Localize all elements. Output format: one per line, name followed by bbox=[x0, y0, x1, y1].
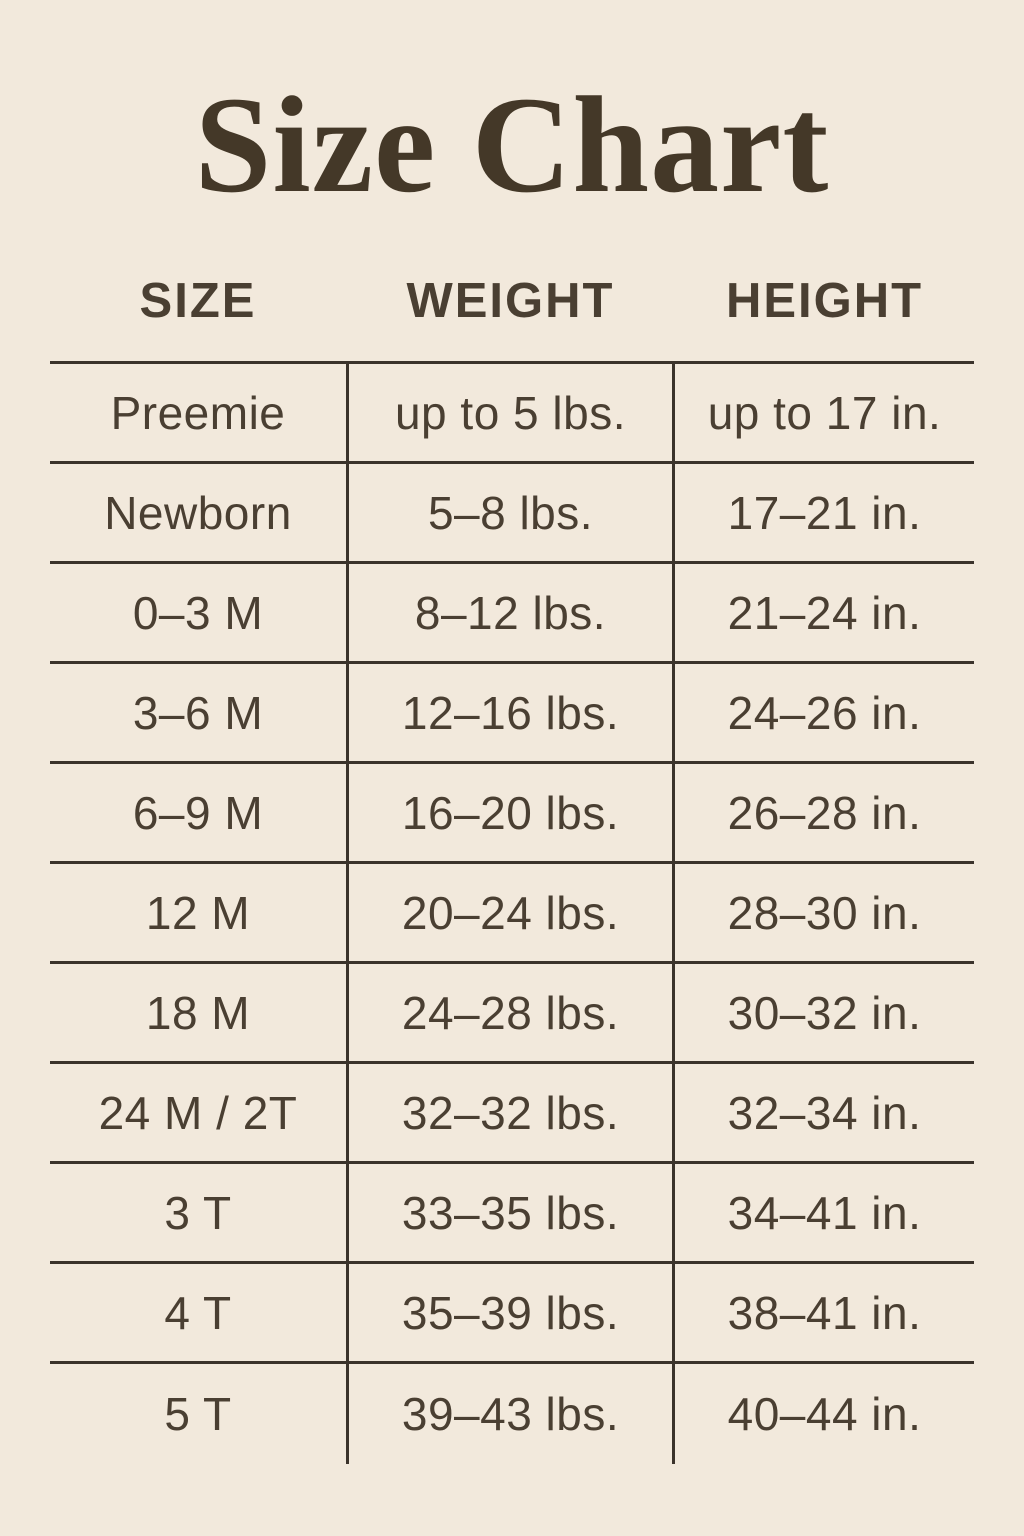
cell-height: 17–21 in. bbox=[727, 486, 922, 539]
cell-weight: 12–16 lbs. bbox=[346, 664, 675, 761]
column-header-weight: WEIGHT bbox=[406, 273, 615, 328]
table-header-row: SIZE WEIGHT HEIGHT bbox=[50, 240, 974, 364]
table-row: Preemie up to 5 lbs. up to 17 in. bbox=[50, 364, 974, 464]
cell-height: 21–24 in. bbox=[727, 586, 922, 639]
size-chart-table: SIZE WEIGHT HEIGHT Preemie up to 5 lbs. … bbox=[50, 240, 974, 1464]
cell-size: 5 T bbox=[164, 1388, 232, 1440]
cell-size: 18 M bbox=[145, 986, 251, 1039]
cell-height: 24–26 in. bbox=[727, 686, 922, 739]
cell-size: 3 T bbox=[164, 1186, 232, 1239]
cell-size: 6–9 M bbox=[132, 786, 264, 839]
table-row: 18 M 24–28 lbs. 30–32 in. bbox=[50, 964, 974, 1064]
cell-weight: 16–20 lbs. bbox=[346, 764, 675, 861]
column-header-height: HEIGHT bbox=[725, 273, 924, 328]
table-row: Newborn 5–8 lbs. 17–21 in. bbox=[50, 464, 974, 564]
cell-height: 32–34 in. bbox=[727, 1086, 922, 1139]
cell-weight: 35–39 lbs. bbox=[346, 1264, 675, 1361]
table-body: Preemie up to 5 lbs. up to 17 in. Newbor… bbox=[50, 364, 974, 1464]
cell-size: Newborn bbox=[104, 486, 292, 539]
cell-weight: 5–8 lbs. bbox=[346, 464, 675, 561]
cell-size: 3–6 M bbox=[132, 686, 264, 739]
cell-size: 12 M bbox=[145, 886, 251, 939]
table-row: 3 T 33–35 lbs. 34–41 in. bbox=[50, 1164, 974, 1264]
cell-weight: 33–35 lbs. bbox=[346, 1164, 675, 1261]
table-row: 24 M / 2T 32–32 lbs. 32–34 in. bbox=[50, 1064, 974, 1164]
cell-size: Preemie bbox=[110, 386, 286, 439]
cell-weight: 8–12 lbs. bbox=[346, 564, 675, 661]
column-header-size: SIZE bbox=[139, 273, 257, 328]
table-row: 6–9 M 16–20 lbs. 26–28 in. bbox=[50, 764, 974, 864]
table-row: 5 T 39–43 lbs. 40–44 in. bbox=[50, 1364, 974, 1464]
cell-size: 24 M / 2T bbox=[98, 1086, 298, 1139]
cell-height: 28–30 in. bbox=[727, 886, 922, 939]
cell-weight: up to 5 lbs. bbox=[346, 364, 675, 461]
cell-height: 38–41 in. bbox=[727, 1286, 922, 1339]
table-row: 0–3 M 8–12 lbs. 21–24 in. bbox=[50, 564, 974, 664]
cell-height: 30–32 in. bbox=[727, 986, 922, 1039]
cell-weight: 24–28 lbs. bbox=[346, 964, 675, 1061]
page-title: Size Chart bbox=[194, 68, 830, 221]
cell-height: 40–44 in. bbox=[727, 1388, 922, 1440]
cell-weight: 20–24 lbs. bbox=[346, 864, 675, 961]
cell-size: 4 T bbox=[164, 1286, 232, 1339]
table-row: 12 M 20–24 lbs. 28–30 in. bbox=[50, 864, 974, 964]
cell-height: 26–28 in. bbox=[727, 786, 922, 839]
cell-height: up to 17 in. bbox=[707, 386, 942, 439]
table-row: 4 T 35–39 lbs. 38–41 in. bbox=[50, 1264, 974, 1364]
cell-height: 34–41 in. bbox=[727, 1186, 922, 1239]
cell-weight: 32–32 lbs. bbox=[346, 1064, 675, 1161]
table-row: 3–6 M 12–16 lbs. 24–26 in. bbox=[50, 664, 974, 764]
cell-size: 0–3 M bbox=[132, 586, 264, 639]
cell-weight: 39–43 lbs. bbox=[346, 1364, 675, 1464]
